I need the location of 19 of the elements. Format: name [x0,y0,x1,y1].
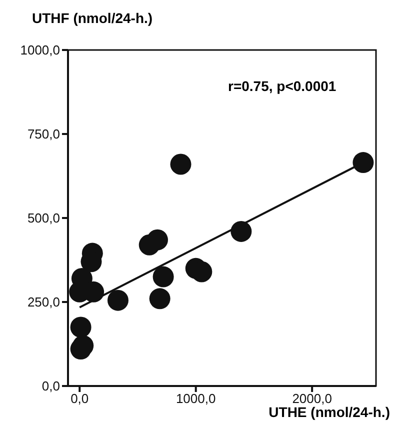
y-tick-label: 750,0 [27,126,60,142]
y-axis-title: UTHF (nmol/24-h.) [32,10,153,26]
point [152,266,174,288]
point [149,288,170,310]
x-tick-label: 2000,0 [292,391,332,406]
y-tick-label: 500,0 [27,210,60,226]
y-tick-label: 250,0 [27,294,60,310]
x-tick-label: 1000,0 [176,391,216,406]
point [352,152,374,174]
y-tick-label: 1000,0 [20,42,60,58]
annotation: r=0.75, p<0.0001 [228,78,336,94]
point [230,220,252,242]
point [170,154,192,175]
point [70,316,92,338]
x-axis-title: UTHE (nmol/24-h.) [268,404,390,420]
x-tick-label: 0,0 [70,391,89,406]
point [146,229,168,250]
point [107,290,128,311]
y-tick-label: 0,0 [42,378,60,394]
